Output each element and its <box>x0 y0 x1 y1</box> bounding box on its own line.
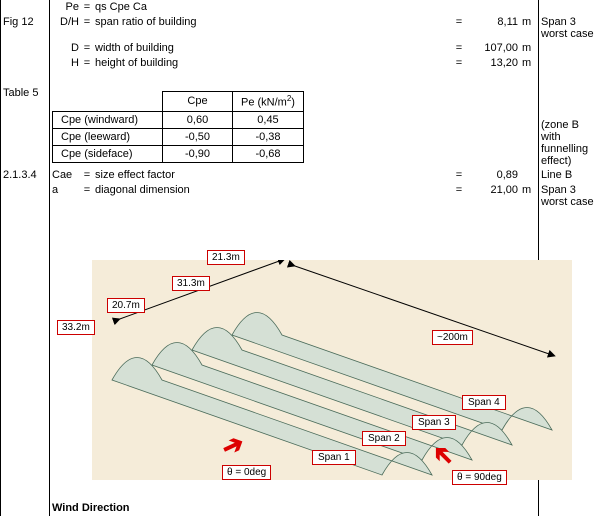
dim-20-7: 20.7m <box>107 298 145 313</box>
eq: = <box>81 56 93 71</box>
cpe-r1-label: Cpe (leeward) <box>53 128 163 145</box>
theta-0: θ = 0deg <box>222 465 271 480</box>
note: Span 3 worst case <box>538 183 601 209</box>
note <box>538 0 601 15</box>
val: 107,00 <box>465 41 520 56</box>
unit: m <box>520 41 538 56</box>
eq: = <box>81 168 93 183</box>
cpe-r1-cpe: -0,50 <box>163 128 233 145</box>
spacer <box>93 71 453 86</box>
spacer <box>453 71 465 86</box>
spacer <box>81 71 93 86</box>
cpe-h2: Pe (kN/m2) <box>233 92 304 112</box>
cpe-table: Cpe Pe (kN/m2) Cpe (windward) 0,60 0,45 … <box>52 91 304 163</box>
val: 0,89 <box>465 168 520 183</box>
sym: Cae <box>49 168 81 183</box>
spacer <box>520 86 538 168</box>
building-svg <box>92 260 572 480</box>
eq2: = <box>453 56 465 71</box>
eq2: = <box>453 183 465 209</box>
eq: = <box>81 41 93 56</box>
desc: qs Cpe Ca <box>93 0 453 15</box>
diagram-cell: 21.3m 31.3m 20.7m 33.2m ~200m Span 1 Spa… <box>49 209 538 501</box>
desc: span ratio of building <box>93 15 453 41</box>
eq2 <box>453 0 465 15</box>
theta-90: θ = 90deg <box>452 470 507 485</box>
sym: H <box>49 56 81 71</box>
cpe-h0 <box>53 92 163 112</box>
spacer <box>520 71 538 86</box>
unit <box>520 168 538 183</box>
sym: D <box>49 41 81 56</box>
spacer <box>465 71 520 86</box>
eq: = <box>81 183 93 209</box>
ref <box>1 41 49 56</box>
dim-21-3: 21.3m <box>207 250 245 265</box>
val: 21,00 <box>465 183 520 209</box>
spacer <box>538 71 601 86</box>
cpe-note-2: (zone B with funnelling effect) <box>541 119 600 167</box>
note <box>538 56 601 71</box>
ref: Fig 12 <box>1 15 49 41</box>
cpe-r0-label: Cpe (windward) <box>53 111 163 128</box>
unit <box>520 0 538 15</box>
dimension-arrows <box>117 260 552 355</box>
dim-200: ~200m <box>432 330 473 345</box>
ref <box>1 56 49 71</box>
ref: 2.1.3.4 <box>1 168 49 183</box>
val: 8,11 <box>465 15 520 41</box>
eq2: = <box>453 168 465 183</box>
spacer <box>1 209 49 501</box>
cpe-table-container: Cpe Pe (kN/m2) Cpe (windward) 0,60 0,45 … <box>49 86 520 168</box>
unit: m <box>520 15 538 41</box>
cpe-r1-pe: -0,38 <box>233 128 304 145</box>
table5-label: Table 5 <box>1 86 49 168</box>
wind-direction-heading: Wind Direction <box>49 501 538 516</box>
eq: = <box>81 15 93 41</box>
desc: diagonal dimension <box>93 183 453 209</box>
span-1-label: Span 1 <box>312 450 356 465</box>
ref <box>1 0 49 15</box>
cpe-r0-pe: 0,45 <box>233 111 304 128</box>
spacer <box>49 71 81 86</box>
dim-33-2: 33.2m <box>57 320 95 335</box>
eq2: = <box>453 15 465 41</box>
note <box>538 41 601 56</box>
spacer <box>538 501 601 516</box>
page-grid: Pe = qs Cpe Ca Fig 12 D/H = span ratio o… <box>0 0 601 516</box>
unit: m <box>520 183 538 209</box>
cpe-r2-cpe: -0,90 <box>163 145 233 162</box>
desc: size effect factor <box>93 168 453 183</box>
cpe-h1: Cpe <box>163 92 233 112</box>
unit: m <box>520 56 538 71</box>
note: Line B <box>538 168 601 183</box>
span-3-label: Span 3 <box>412 415 456 430</box>
spacer <box>1 501 49 516</box>
val <box>465 0 520 15</box>
ref <box>1 183 49 209</box>
sym: D/H <box>49 15 81 41</box>
val: 13,20 <box>465 56 520 71</box>
sym: a <box>49 183 81 209</box>
dim-31-3: 31.3m <box>172 276 210 291</box>
span-2-label: Span 2 <box>362 431 406 446</box>
cpe-r2-pe: -0,68 <box>233 145 304 162</box>
eq: = <box>81 0 93 15</box>
building-diagram: 21.3m 31.3m 20.7m 33.2m ~200m Span 1 Spa… <box>52 220 572 500</box>
desc: width of building <box>93 41 453 56</box>
span-4-label: Span 4 <box>462 395 506 410</box>
sym: Pe <box>49 0 81 15</box>
spacer <box>1 71 49 86</box>
cpe-notes: (zone B with funnelling effect) <box>538 86 601 168</box>
eq2: = <box>453 41 465 56</box>
cpe-r0-cpe: 0,60 <box>163 111 233 128</box>
desc: height of building <box>93 56 453 71</box>
cpe-r2-label: Cpe (sideface) <box>53 145 163 162</box>
note: Span 3 worst case <box>538 15 601 41</box>
